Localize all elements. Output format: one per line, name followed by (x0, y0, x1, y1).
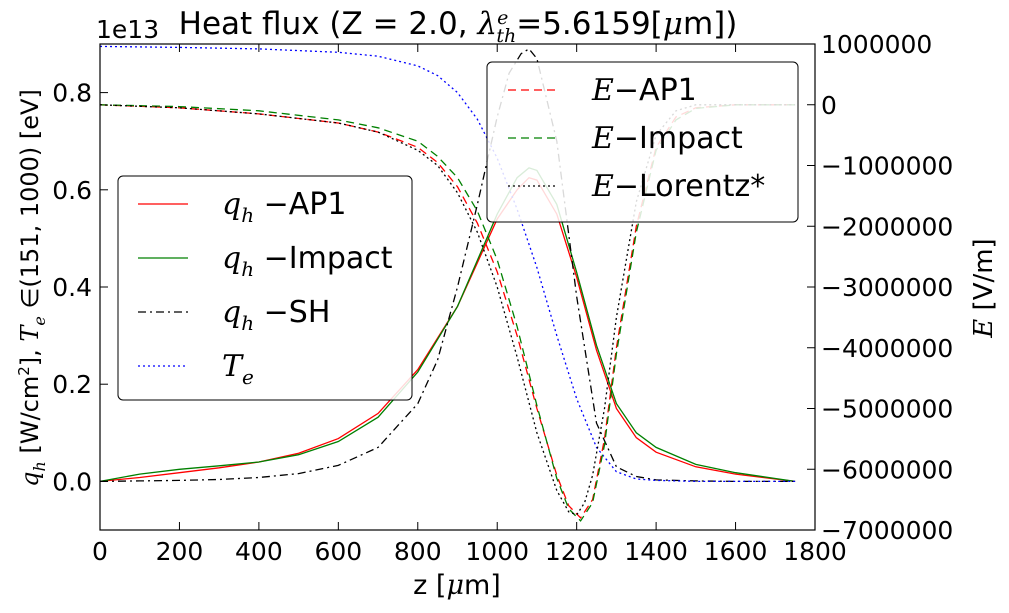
y-right-tick-label: −5000000 (821, 395, 953, 424)
x-tick-label: 200 (156, 537, 204, 566)
legend-label: Te (222, 349, 254, 389)
y-right-tick-label: −1000000 (821, 152, 953, 181)
legend-e: E−AP1 E−Impact E−Lorentz* (486, 61, 799, 223)
legend-label: qh −Impact (222, 241, 393, 281)
chart-title: Heat flux (Z = 2.0, λe th=5.6159[μm]) (179, 6, 738, 47)
legend-box (486, 61, 799, 223)
legend-qh: qh −AP1 qh −Impact qh −SH Te (117, 175, 413, 401)
y-axis-label-right: E [V/m] (969, 238, 999, 338)
x-tick-label: 800 (394, 537, 442, 566)
y-left-tick-label: 0.0 (52, 467, 92, 496)
y-axis-label-left: qh [W/cm2], Te ∈(151, 1000) [eV] (15, 89, 49, 487)
y-left-tick-label: 0.4 (52, 273, 92, 302)
legend-label: qh −SH (222, 295, 330, 335)
y-right-tick-label: −4000000 (821, 334, 953, 363)
legend-label: E−Impact (591, 121, 743, 156)
legend-label: qh −AP1 (222, 187, 346, 227)
legend-label: E−AP1 (591, 73, 697, 108)
y-right-tick-label: −6000000 (821, 455, 953, 484)
y-left-tick-label: 0.2 (52, 370, 92, 399)
y-right-tick-label: 1000000 (821, 30, 932, 59)
y-right-tick-label: −2000000 (821, 212, 953, 241)
x-tick-label: 0 (92, 537, 108, 566)
y-left-tick-label: 0.6 (52, 176, 92, 205)
x-tick-label: 400 (235, 537, 283, 566)
x-tick-label: 1200 (545, 537, 609, 566)
y-right-tick-label: −7000000 (821, 516, 953, 545)
y-offset-text: 1e13 (96, 15, 159, 44)
ticks-layer: 0 200 400 600 800 1000 1200 1400 1600 1800 0.0 0.2 0… (52, 30, 953, 566)
x-axis-label: z [μm] (413, 570, 501, 601)
x-tick-label: 1800 (783, 537, 847, 566)
legend-box (117, 175, 413, 401)
x-tick-label: 600 (314, 537, 362, 566)
y-right-tick-label: −3000000 (821, 273, 953, 302)
x-tick-label: 1000 (465, 537, 529, 566)
y-right-tick-label: 0 (821, 91, 837, 120)
y-left-tick-label: 0.8 (52, 79, 92, 108)
x-tick-label: 1400 (624, 537, 688, 566)
legend-label: E−Lorentz* (591, 169, 765, 204)
x-tick-label: 1600 (704, 537, 768, 566)
